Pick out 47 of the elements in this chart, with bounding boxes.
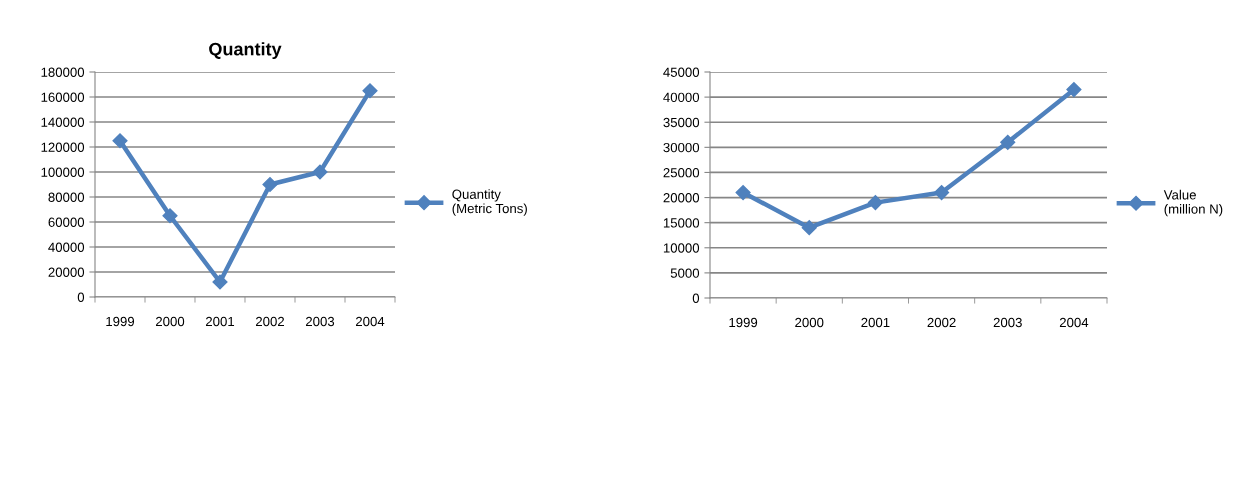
y-tick-label: 45000 [663,67,700,77]
y-tick-label: 140000 [41,117,85,127]
y-tick-label: 5000 [670,268,700,278]
y-tick-label: 100000 [41,167,85,177]
y-tick-label: 10000 [663,243,700,253]
point [212,274,228,290]
x-tick-label: 2002 [255,316,285,327]
x-tick-label: 2004 [355,316,385,327]
y-tick-label: 40000 [48,242,85,252]
y-tick-label: 20000 [48,267,85,277]
x-tick-label: 2000 [155,316,185,327]
y-tick-label: 15000 [663,218,700,228]
point [934,184,950,201]
y-tick-label: 120000 [41,142,85,152]
point [801,220,817,236]
x-tick-label: 2003 [305,316,335,327]
chart-title: Quantity [209,42,282,60]
legend-label: Value (million N) [1163,189,1223,217]
point [735,184,751,201]
point [112,133,128,149]
y-tick-label: 160000 [41,92,85,102]
y-tick-label: 20000 [663,193,700,203]
x-tick-label: 2001 [861,317,890,328]
point [312,164,328,180]
point [1000,134,1016,150]
y-tick-label: 30000 [663,142,700,153]
y-tick-label: 0 [692,293,700,303]
y-tick-label: 25000 [663,168,700,178]
y-tick-label: 40000 [663,92,700,103]
x-tick-label: 1999 [106,316,135,327]
x-tick-label: 2004 [1059,317,1089,328]
y-tick-label: 60000 [48,217,85,227]
legend-label: Quantity (Metric Tons) [452,189,527,216]
x-tick-label: 2001 [205,316,235,327]
y-tick-label: 80000 [48,192,85,202]
y-tick-label: 180000 [41,67,85,77]
x-tick-label: 1999 [729,317,758,328]
x-tick-label: 2002 [927,317,956,328]
point [1066,82,1082,98]
x-tick-label: 2000 [795,317,824,328]
point [867,195,883,211]
y-tick-label: 0 [77,292,85,302]
point [362,83,378,99]
point [162,208,178,224]
point [262,176,278,193]
x-tick-label: 2003 [993,317,1022,328]
y-tick-label: 35000 [663,117,700,128]
